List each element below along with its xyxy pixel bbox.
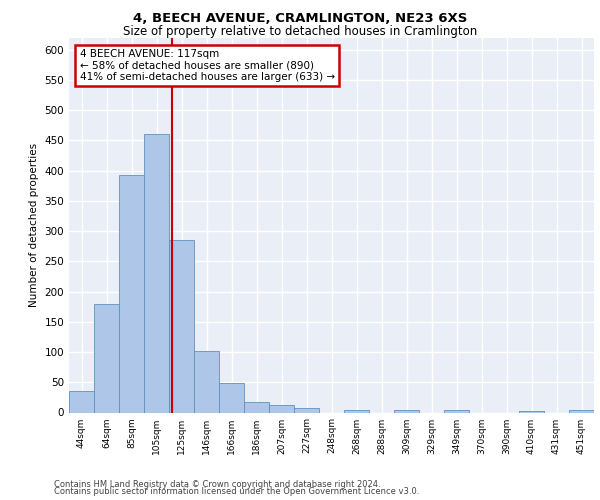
- Bar: [169, 240, 194, 412]
- Bar: [569, 410, 594, 412]
- Bar: [119, 176, 144, 412]
- Bar: [219, 384, 244, 412]
- Bar: [94, 304, 119, 412]
- Text: Size of property relative to detached houses in Cramlington: Size of property relative to detached ho…: [123, 25, 477, 38]
- Bar: [519, 410, 544, 412]
- Text: 4, BEECH AVENUE, CRAMLINGTON, NE23 6XS: 4, BEECH AVENUE, CRAMLINGTON, NE23 6XS: [133, 12, 467, 26]
- Text: Contains HM Land Registry data © Crown copyright and database right 2024.: Contains HM Land Registry data © Crown c…: [54, 480, 380, 489]
- Text: Contains public sector information licensed under the Open Government Licence v3: Contains public sector information licen…: [54, 487, 419, 496]
- Bar: [294, 408, 319, 412]
- Bar: [244, 402, 269, 412]
- Bar: [344, 410, 369, 412]
- Y-axis label: Number of detached properties: Number of detached properties: [29, 143, 39, 307]
- Text: 4 BEECH AVENUE: 117sqm
← 58% of detached houses are smaller (890)
41% of semi-de: 4 BEECH AVENUE: 117sqm ← 58% of detached…: [79, 49, 335, 82]
- Bar: [69, 392, 94, 412]
- Bar: [144, 134, 169, 412]
- Bar: [444, 410, 469, 412]
- Bar: [194, 351, 219, 412]
- Bar: [394, 410, 419, 412]
- Bar: [269, 405, 294, 412]
